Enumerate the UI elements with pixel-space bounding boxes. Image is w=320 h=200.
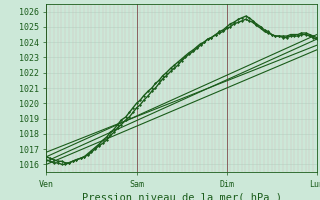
- X-axis label: Pression niveau de la mer( hPa ): Pression niveau de la mer( hPa ): [82, 193, 282, 200]
